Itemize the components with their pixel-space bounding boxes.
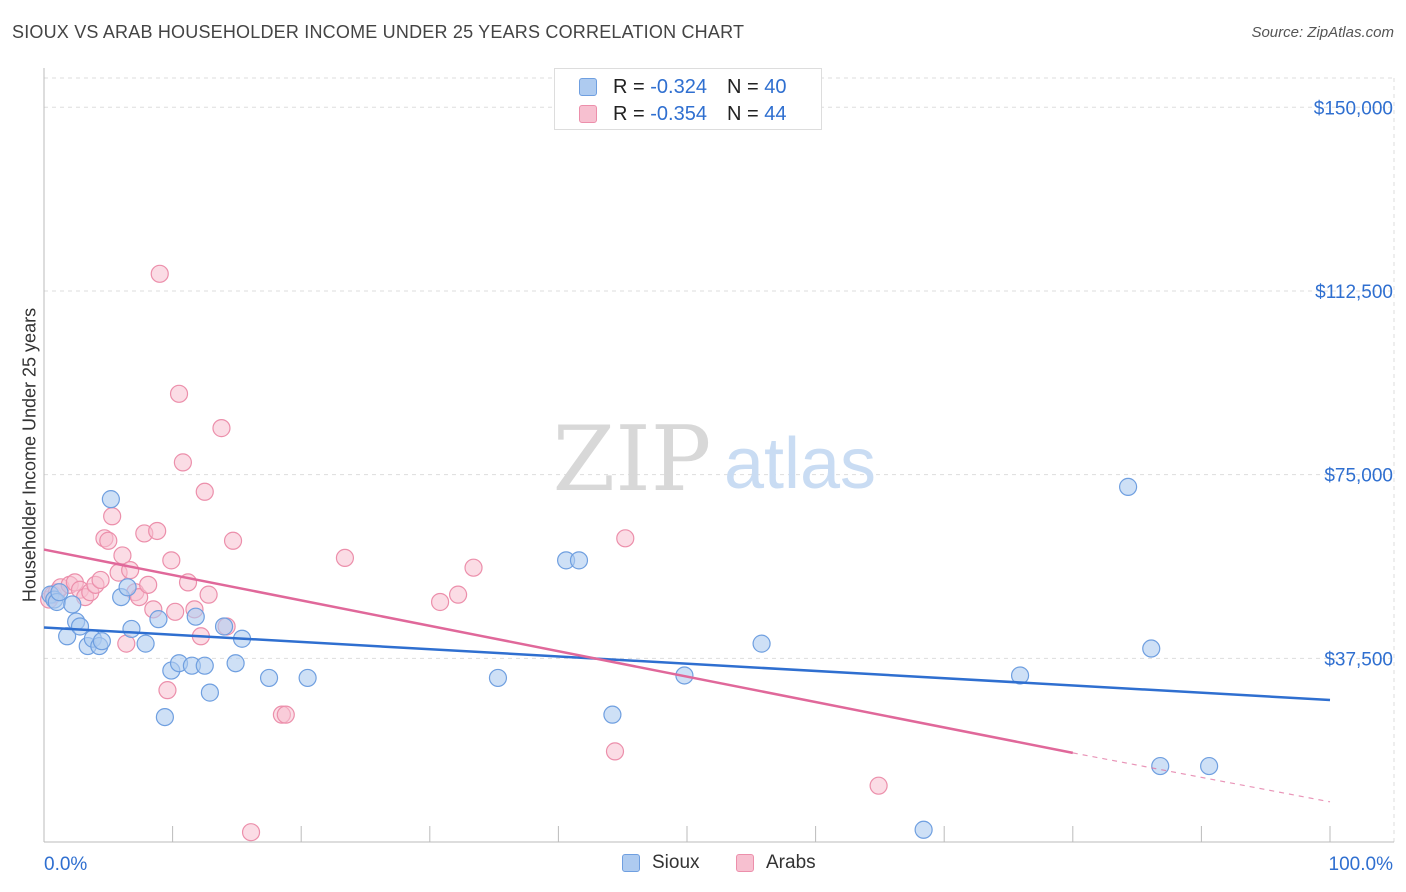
sioux-point <box>1151 756 1170 776</box>
sioux-point <box>63 595 82 614</box>
sioux-n-value: 40 <box>764 75 787 98</box>
axes <box>43 68 1394 843</box>
arabs-point <box>150 264 169 283</box>
arabs-point <box>430 592 450 612</box>
sioux-point <box>752 634 771 653</box>
sioux-legend-label: Sioux <box>652 852 700 873</box>
sioux-point <box>118 578 137 597</box>
sioux-point <box>603 705 622 724</box>
arabs-n-label: N = <box>726 102 759 125</box>
legend-item-arabs[interactable]: Arabs <box>736 852 816 874</box>
sioux-point <box>200 683 219 702</box>
sioux-legend-swatch <box>622 854 640 872</box>
y-tick-label: $37,500 <box>1324 649 1393 670</box>
arabs-point <box>199 585 218 604</box>
arabs-point <box>464 558 483 577</box>
legend-row-arabs: R = -0.354 N = 44 <box>579 102 786 126</box>
arabs-trend-extension <box>1072 752 1331 803</box>
sioux-point <box>1142 639 1161 658</box>
sioux-point <box>50 583 69 602</box>
sioux-point <box>1200 756 1219 776</box>
arabs-point <box>162 551 181 570</box>
x-tick-label-start: 0.0% <box>44 854 87 875</box>
arabs-point <box>223 531 243 550</box>
sioux-trend-line <box>43 626 1331 702</box>
arabs-point <box>869 776 888 795</box>
arabs-legend-label: Arabs <box>766 852 816 873</box>
correlation-legend: R = -0.324 N = 40 R = -0.354 N = 44 <box>554 68 822 130</box>
arabs-point <box>241 823 261 842</box>
arabs-point <box>195 482 214 501</box>
sioux-point <box>195 656 214 675</box>
tick-labels: $37,500 $75,000 $112,500 $150,000 0.0% 100.0% <box>44 98 1393 875</box>
legend-row-sioux: R = -0.324 N = 40 <box>579 75 786 99</box>
arabs-point <box>103 507 122 526</box>
y-tick-label: $112,500 <box>1315 282 1393 303</box>
y-tick-label: $150,000 <box>1314 98 1393 119</box>
sioux-point <box>259 668 279 688</box>
arabs-point <box>130 587 149 607</box>
arabs-point <box>158 681 177 700</box>
arabs-points <box>40 264 888 842</box>
arabs-point <box>99 531 118 550</box>
y-tick-label: $75,000 <box>1324 466 1393 487</box>
sioux-point <box>214 617 234 636</box>
arabs-point <box>276 705 295 724</box>
sioux-point <box>186 607 205 626</box>
sioux-point <box>1010 666 1030 685</box>
sioux-point <box>298 668 317 688</box>
arabs-n-value: 44 <box>764 102 787 125</box>
arabs-point <box>166 602 185 621</box>
arabs-point <box>616 529 635 548</box>
sioux-point <box>1118 477 1138 496</box>
sioux-point <box>70 617 90 636</box>
sioux-point <box>488 668 508 688</box>
arabs-swatch <box>579 105 597 123</box>
arabs-point <box>212 419 231 438</box>
arabs-point <box>173 453 192 472</box>
legend-item-sioux[interactable]: Sioux <box>622 852 700 874</box>
sioux-point <box>92 632 111 651</box>
sioux-point <box>569 551 589 570</box>
sioux-point <box>122 619 141 639</box>
arabs-legend-swatch <box>736 854 754 872</box>
sioux-point <box>914 820 933 839</box>
arabs-point <box>91 570 110 590</box>
series-legend: Sioux Arabs <box>0 852 1406 878</box>
sioux-swatch <box>579 78 597 96</box>
arabs-point <box>169 384 189 403</box>
sioux-point <box>226 654 245 673</box>
arabs-point <box>448 585 468 604</box>
arabs-r-value: -0.354 <box>650 102 707 125</box>
arabs-point <box>148 521 167 541</box>
trend-lines <box>43 548 1331 803</box>
sioux-r-label: R = <box>613 75 645 98</box>
sioux-point <box>155 707 174 727</box>
source-label: Source: ZipAtlas.com <box>1251 24 1394 41</box>
chart-title: SIOUX VS ARAB HOUSEHOLDER INCOME UNDER 2… <box>12 22 745 42</box>
watermark-atlas: atlas <box>724 424 876 504</box>
sioux-point <box>101 490 120 509</box>
sioux-point <box>136 634 155 653</box>
arabs-point <box>605 742 625 761</box>
arabs-point <box>139 575 158 594</box>
sioux-point <box>149 610 168 629</box>
x-tick-label-end: 100.0% <box>1329 854 1394 875</box>
arabs-r-label: R = <box>613 102 645 125</box>
arabs-point <box>335 548 355 568</box>
watermark-zip: ZIP <box>553 407 712 512</box>
arabs-trend-line <box>43 548 1074 755</box>
sioux-n-label: N = <box>726 75 759 98</box>
gridlines <box>44 77 1395 842</box>
sioux-r-value: -0.324 <box>650 75 707 98</box>
